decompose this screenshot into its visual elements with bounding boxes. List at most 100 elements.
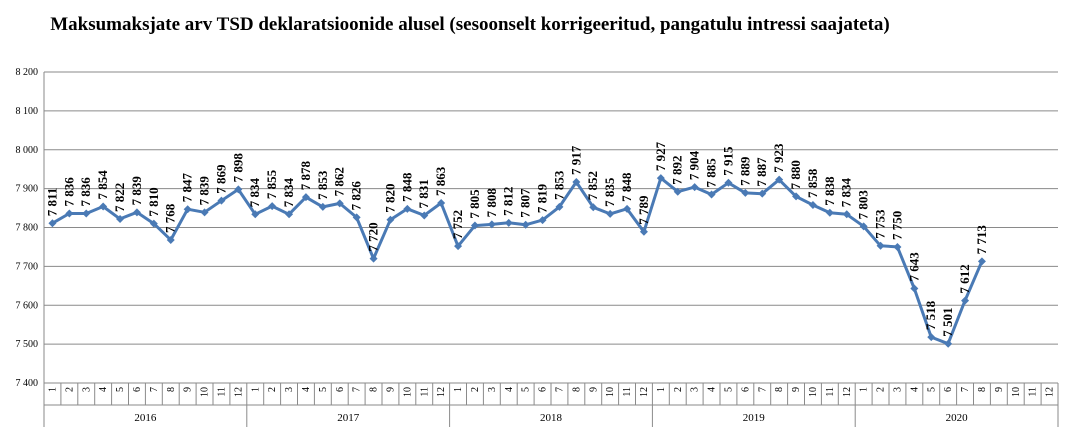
data-point <box>572 178 581 187</box>
x-tick-label: 1 <box>47 387 58 392</box>
data-point <box>707 190 716 199</box>
data-point <box>487 220 496 229</box>
x-tick-label: 2 <box>64 387 75 392</box>
x-tick-label: 2 <box>470 387 481 392</box>
data-point <box>352 213 361 222</box>
data-point <box>420 211 429 220</box>
data-point <box>893 242 902 251</box>
data-point <box>910 284 919 293</box>
data-label: 7 753 <box>873 209 888 239</box>
data-point <box>758 189 767 198</box>
data-point <box>454 242 463 251</box>
data-point <box>977 257 986 266</box>
data-label: 7 750 <box>889 211 904 240</box>
data-point <box>82 209 91 218</box>
data-label: 7 834 <box>247 178 262 208</box>
x-tick-label: 4 <box>98 387 109 392</box>
data-point <box>318 202 327 211</box>
x-tick-label: 8 <box>774 387 785 392</box>
data-label: 7 838 <box>822 176 837 206</box>
data-point <box>724 178 733 187</box>
x-tick-label: 3 <box>892 387 903 392</box>
data-label: 7 612 <box>957 264 972 293</box>
x-tick-label: 10 <box>605 387 616 397</box>
series-line <box>51 176 984 346</box>
data-label: 7 820 <box>382 183 397 212</box>
x-tick-label: 7 <box>149 387 160 392</box>
data-label: 7 831 <box>416 179 431 208</box>
x-tick-label: 6 <box>538 387 549 392</box>
x-tick-label: 1 <box>859 387 870 392</box>
x-tick-label: 4 <box>504 387 515 392</box>
data-point <box>335 199 344 208</box>
data-label: 7 848 <box>399 172 414 202</box>
x-tick-label: 1 <box>250 387 261 392</box>
x-tick-label: 1 <box>656 387 667 392</box>
data-label: 7 752 <box>450 210 465 239</box>
data-label: 7 834 <box>281 178 296 208</box>
x-tick-label: 9 <box>385 387 396 392</box>
data-point <box>842 210 851 219</box>
x-tick-label: 5 <box>318 387 329 392</box>
x-tick-label: 8 <box>166 387 177 392</box>
data-point <box>301 193 310 202</box>
data-label: 7 812 <box>501 187 516 216</box>
x-tick-label: 6 <box>740 387 751 392</box>
data-point <box>606 209 615 218</box>
data-label: 7 836 <box>78 177 93 207</box>
x-tick-label: 7 <box>554 387 565 392</box>
data-point <box>944 339 953 348</box>
x-tick-label: 5 <box>115 387 126 392</box>
data-label: 7 855 <box>264 169 279 199</box>
data-point <box>217 196 226 205</box>
x-tick-label: 12 <box>842 387 853 397</box>
data-label: 7 852 <box>585 171 600 200</box>
data-label: 7 927 <box>653 141 668 171</box>
data-label: 7 923 <box>771 143 786 173</box>
data-label: 7 713 <box>974 225 989 255</box>
data-point <box>386 215 395 224</box>
data-point <box>183 205 192 214</box>
x-tick-label: 7 <box>757 387 768 392</box>
data-label: 7 904 <box>687 150 702 180</box>
x-tick-label: 7 <box>960 387 971 392</box>
data-label: 7 803 <box>856 190 871 220</box>
y-tick-label: 7 900 <box>16 184 39 195</box>
data-point <box>369 254 378 263</box>
year-label: 2020 <box>946 412 969 424</box>
data-label: 7 768 <box>163 203 178 233</box>
data-point <box>656 174 665 183</box>
data-point <box>521 220 530 229</box>
x-tick-label: 6 <box>132 387 143 392</box>
data-label: 7 889 <box>737 156 752 186</box>
y-tick-label: 8 000 <box>16 145 39 156</box>
y-tick-label: 7 400 <box>16 378 39 389</box>
x-tick-label: 11 <box>622 387 633 397</box>
data-label: 7 892 <box>670 155 685 184</box>
x-tick-label: 12 <box>1045 387 1056 397</box>
data-point <box>166 235 175 244</box>
data-point <box>116 214 125 223</box>
data-point <box>808 200 817 209</box>
x-tick-label: 8 <box>977 387 988 392</box>
data-point <box>504 218 513 227</box>
data-label: 7 915 <box>720 146 735 176</box>
data-label: 7 808 <box>484 188 499 218</box>
x-tick-label: 4 <box>909 387 920 392</box>
x-tick-label: 3 <box>487 387 498 392</box>
data-label: 7 887 <box>754 157 769 187</box>
x-tick-label: 2 <box>876 387 887 392</box>
x-tick-label: 11 <box>419 387 430 397</box>
data-label: 7 643 <box>906 252 921 282</box>
year-label: 2016 <box>134 412 157 424</box>
x-tick-label: 5 <box>723 387 734 392</box>
data-label: 7 807 <box>518 188 533 218</box>
data-label: 7 518 <box>923 300 938 330</box>
y-tick-label: 7 500 <box>16 339 39 350</box>
x-tick-label: 10 <box>402 387 413 397</box>
data-point <box>251 210 260 219</box>
data-point <box>876 241 885 250</box>
data-label: 7 819 <box>535 183 550 213</box>
data-point <box>639 227 648 236</box>
data-label: 7 811 <box>44 188 59 217</box>
